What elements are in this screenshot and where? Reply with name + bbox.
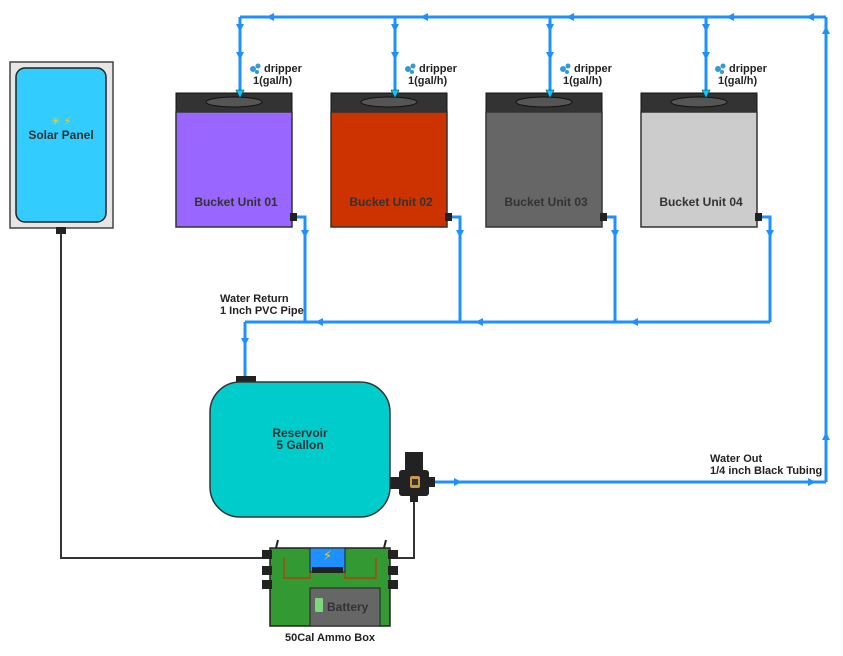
dripper-rate-4: 1(gal/h): [718, 75, 758, 87]
pump: [399, 452, 435, 502]
dripper-rate-1: 1(gal/h): [253, 75, 293, 87]
return-pipe: [243, 215, 772, 378]
battery-label: Battery: [327, 600, 369, 614]
solar-panel: [9, 61, 114, 234]
reservoir-label: Reservoir: [272, 426, 328, 440]
ammo-box: [262, 539, 398, 627]
power-cables: [60, 233, 415, 559]
water-return-pipe-label: 1 Inch PVC Pipe: [220, 305, 304, 317]
dripper-label-4: dripper: [729, 63, 767, 75]
dripper-label-3: dripper: [574, 63, 612, 75]
bucket-3: [485, 89, 607, 228]
bucket-1: [175, 89, 297, 228]
bucket-label-3: Bucket Unit 03: [504, 195, 588, 209]
water-out-tubing-label: 1/4 inch Black Tubing: [710, 465, 823, 477]
water-out-label: Water Out: [710, 453, 763, 465]
water-return-label: Water Return: [220, 293, 289, 305]
dripper-icon: [250, 63, 726, 74]
flow-arrows: [236, 13, 830, 486]
dripper-rate-3: 1(gal/h): [563, 75, 603, 87]
bucket-2: [330, 89, 452, 228]
dripper-label-2: dripper: [419, 63, 457, 75]
solar-panel-title: Solar Panel: [28, 128, 94, 142]
reservoir-capacity: 5 Gallon: [276, 438, 324, 452]
solar-panel-icons: ☀ ⚡: [50, 116, 72, 128]
dripper-label-1: dripper: [264, 63, 302, 75]
reservoir: [209, 376, 402, 518]
ammo-box-title: 50Cal Ammo Box: [284, 632, 376, 644]
charge-controller-icon: ⚡: [322, 548, 333, 563]
bucket-label-1: Bucket Unit 01: [194, 195, 278, 209]
dripper-rate-2: 1(gal/h): [408, 75, 448, 87]
bucket-label-4: Bucket Unit 04: [659, 195, 743, 209]
bucket-4: [640, 89, 762, 228]
bucket-label-2: Bucket Unit 02: [349, 195, 433, 209]
